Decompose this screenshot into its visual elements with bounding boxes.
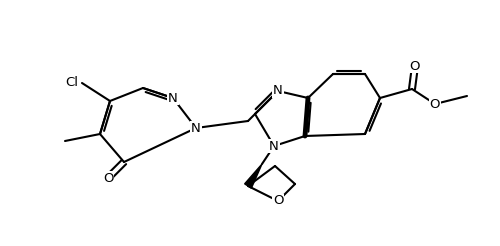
Text: O: O <box>273 195 283 207</box>
Text: N: N <box>273 84 283 97</box>
Text: O: O <box>430 97 440 110</box>
Text: N: N <box>191 122 201 135</box>
Text: Cl: Cl <box>65 77 78 90</box>
Text: O: O <box>103 171 113 184</box>
Polygon shape <box>244 164 262 188</box>
Text: N: N <box>269 139 279 153</box>
Text: N: N <box>168 92 178 105</box>
Text: O: O <box>410 60 420 73</box>
